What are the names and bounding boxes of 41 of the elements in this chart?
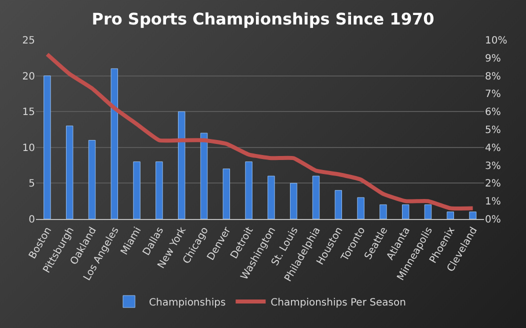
y-tick-label: 10 — [22, 142, 35, 154]
y-tick-label: 5 — [28, 178, 35, 190]
bar — [200, 132, 208, 219]
y2-tick-label: 3% — [485, 160, 501, 172]
bar — [380, 204, 387, 219]
y-tick-label: 20 — [22, 71, 35, 82]
legend-label: Championships Per Season — [270, 297, 406, 308]
y2-tick-label: 1% — [485, 196, 501, 208]
y-tick-label: 15 — [22, 107, 35, 118]
bar — [334, 190, 342, 219]
bar — [424, 204, 432, 219]
y2-tick-label: 5% — [485, 125, 501, 136]
bar — [290, 182, 298, 219]
y2-tick-label: 9% — [485, 53, 501, 64]
y-tick-label: 0 — [28, 214, 35, 226]
bar — [268, 176, 275, 219]
bar — [222, 168, 230, 219]
y2-tick-label: 2% — [485, 178, 501, 190]
bar — [133, 161, 140, 219]
chart-title: Pro Sports Championships Since 1970 — [92, 9, 434, 28]
y2-tick-label: 10% — [485, 36, 508, 46]
legend-label: Championships — [149, 297, 226, 308]
bar — [245, 161, 252, 219]
bar — [178, 111, 186, 219]
y2-tick-label: 7% — [485, 89, 501, 100]
bar — [469, 212, 476, 219]
y2-tick-label: 0% — [485, 214, 501, 226]
y2-tick-label: 8% — [485, 71, 501, 82]
y2-tick-label: 6% — [485, 107, 501, 118]
bar — [312, 176, 320, 219]
line-series — [45, 52, 475, 210]
bar — [110, 68, 118, 219]
bar — [88, 140, 96, 219]
bar — [446, 212, 454, 219]
y-tick-label: 25 — [22, 36, 35, 46]
y2-tick-label: 4% — [485, 142, 501, 154]
bar — [44, 76, 51, 219]
bar — [66, 126, 74, 219]
bar — [357, 197, 364, 219]
bar — [402, 204, 410, 219]
bar — [156, 161, 163, 219]
